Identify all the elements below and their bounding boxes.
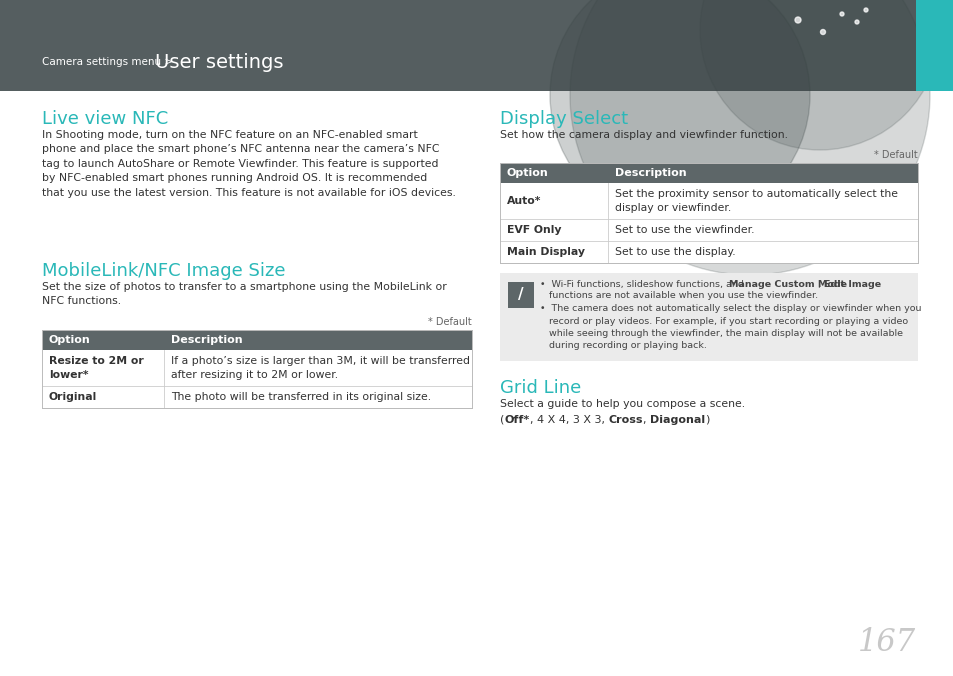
Text: In Shooting mode, turn on the NFC feature on an NFC-enabled smart
phone and plac: In Shooting mode, turn on the NFC featur…	[42, 130, 456, 197]
Circle shape	[794, 17, 801, 23]
Circle shape	[863, 8, 867, 12]
Text: Display Select: Display Select	[499, 110, 627, 128]
Text: Option: Option	[506, 168, 548, 178]
Text: Main Display: Main Display	[506, 247, 584, 257]
Bar	[499, 163, 917, 183]
Text: ): )	[704, 415, 708, 425]
Text: If a photo’s size is larger than 3M, it will be transferred
after resizing it to: If a photo’s size is larger than 3M, it …	[171, 356, 470, 380]
Text: Set how the camera display and viewfinder function.: Set how the camera display and viewfinde…	[499, 130, 787, 140]
Text: EVF Only: EVF Only	[506, 225, 561, 235]
Text: Grid Line: Grid Line	[499, 379, 580, 397]
Bar	[915, 0, 953, 91]
Text: Live view NFC: Live view NFC	[42, 110, 168, 128]
Text: Description: Description	[615, 168, 686, 178]
Text: Set to use the viewfinder.: Set to use the viewfinder.	[615, 225, 754, 235]
Bar	[42, 330, 472, 350]
Text: Auto*: Auto*	[506, 196, 540, 206]
Text: Cross: Cross	[607, 415, 642, 425]
Bar	[499, 273, 917, 361]
Text: Edit Image: Edit Image	[823, 280, 881, 289]
Text: Set to use the display.: Set to use the display.	[615, 247, 735, 257]
Text: Off*: Off*	[504, 415, 529, 425]
Text: Option: Option	[49, 335, 91, 345]
Bar	[499, 219, 917, 241]
Bar	[42, 386, 472, 408]
Text: •  Wi-Fi functions, slideshow functions, and: • Wi-Fi functions, slideshow functions, …	[539, 280, 746, 289]
Bar	[0, 0, 953, 91]
Text: Set the size of photos to transfer to a smartphone using the MobileLink or
NFC f: Set the size of photos to transfer to a …	[42, 282, 446, 306]
Bar	[42, 350, 472, 386]
Text: /: /	[517, 287, 523, 302]
Text: Resize to 2M or
lower*: Resize to 2M or lower*	[49, 356, 144, 380]
Circle shape	[840, 12, 843, 16]
Circle shape	[820, 30, 824, 34]
Text: * Default: * Default	[428, 317, 472, 327]
Text: Manage Custom Mode: Manage Custom Mode	[728, 280, 846, 289]
Text: * Default: * Default	[873, 150, 917, 160]
Text: MobileLink/NFC Image Size: MobileLink/NFC Image Size	[42, 262, 285, 280]
Text: Original: Original	[49, 392, 97, 402]
Text: ,: ,	[642, 415, 649, 425]
Bar	[499, 183, 917, 219]
Text: Diagonal: Diagonal	[649, 415, 704, 425]
Bar	[507, 282, 534, 308]
Text: , 4 X 4, 3 X 3,: , 4 X 4, 3 X 3,	[529, 415, 607, 425]
Text: User settings: User settings	[154, 53, 283, 72]
Text: Select a guide to help you compose a scene.: Select a guide to help you compose a sce…	[499, 399, 744, 409]
Circle shape	[854, 20, 858, 24]
Text: ,: ,	[817, 280, 823, 289]
Text: Camera settings menu >: Camera settings menu >	[42, 57, 176, 67]
Circle shape	[550, 0, 809, 225]
Text: The photo will be transferred in its original size.: The photo will be transferred in its ori…	[171, 392, 431, 402]
Text: 167: 167	[857, 627, 915, 658]
Text: •  The camera does not automatically select the display or viewfinder when you
 : • The camera does not automatically sele…	[539, 304, 921, 350]
Text: functions are not available when you use the viewfinder.: functions are not available when you use…	[539, 291, 818, 300]
Bar	[499, 241, 917, 263]
Circle shape	[700, 0, 939, 150]
Circle shape	[569, 0, 929, 275]
Text: Description: Description	[171, 335, 242, 345]
Text: (: (	[499, 415, 504, 425]
Text: Set the proximity sensor to automatically select the
display or viewfinder.: Set the proximity sensor to automaticall…	[615, 189, 897, 212]
